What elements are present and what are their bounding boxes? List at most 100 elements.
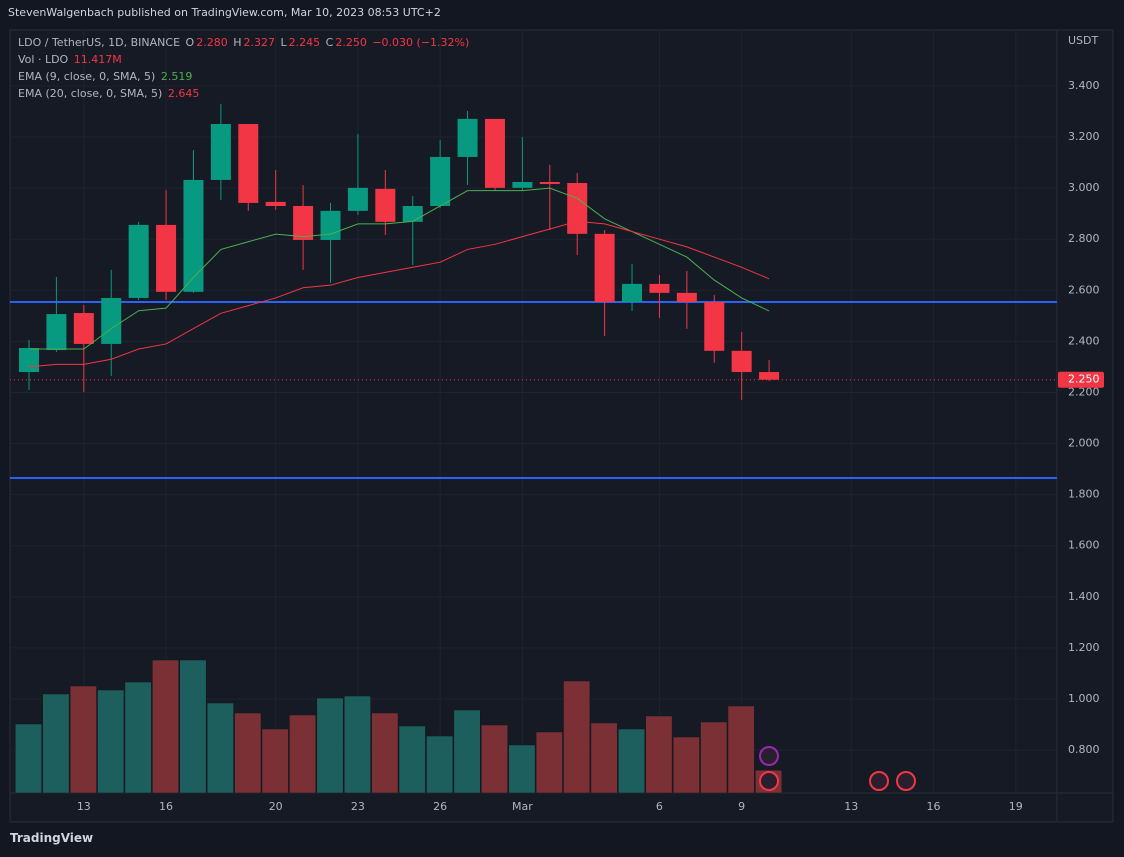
volume-bar	[206, 702, 234, 794]
y-tick-label: 1.000	[1068, 692, 1100, 705]
candle-body	[183, 179, 204, 292]
volume-bar	[700, 721, 728, 794]
l-value: 2.245	[288, 36, 321, 49]
y-tick-label: 2.200	[1068, 385, 1100, 398]
candle-body	[539, 181, 560, 185]
volume-name: Vol · LDO	[18, 53, 69, 66]
candle-body	[238, 124, 259, 203]
change: −0.030 (−1.32%)	[372, 36, 470, 49]
x-tick-label: 20	[269, 800, 283, 813]
volume-bar	[289, 714, 317, 794]
volume-bar	[727, 705, 755, 794]
ema20-value: 2.645	[167, 87, 200, 100]
candle-body	[101, 297, 122, 344]
o-value: 2.280	[196, 36, 228, 49]
candle-body	[402, 205, 423, 222]
candle-body	[347, 187, 368, 211]
volume-bar	[426, 735, 454, 794]
volume-bar	[398, 725, 426, 794]
volume-bar	[535, 731, 563, 794]
candle-body	[759, 372, 780, 380]
candle-body	[676, 292, 697, 303]
event-icon	[759, 771, 779, 791]
candle-body	[622, 283, 643, 303]
x-tick-label: 16	[159, 800, 173, 813]
x-tick-label: 6	[656, 800, 663, 813]
candle-body	[649, 283, 670, 293]
y-tick-label: 3.400	[1068, 79, 1100, 92]
volume-bar	[179, 659, 207, 794]
x-tick-label: 13	[77, 800, 91, 813]
volume-bar	[234, 712, 262, 794]
volume-bar	[343, 695, 371, 794]
y-tick-label: 1.200	[1068, 641, 1100, 654]
h-value: 2.327	[243, 36, 276, 49]
candle-body	[128, 224, 149, 298]
volume-bar	[672, 736, 700, 794]
y-tick-label: 2.800	[1068, 232, 1100, 245]
volume-bar	[15, 723, 42, 794]
y-tick-label: 1.600	[1068, 539, 1100, 552]
last-price-tag	[1058, 371, 1104, 388]
legend-ema9: EMA (9, close, 0, SMA, 5) 2.519	[18, 70, 194, 83]
legend-ema20: EMA (20, close, 0, SMA, 5) 2.645	[18, 87, 201, 100]
event-icon	[869, 771, 889, 791]
volume-bar	[590, 722, 618, 794]
legend-ohlc: LDO / TetherUS, 1D, BINANCE O 2.280 H 2.32…	[18, 36, 471, 49]
candle-body	[430, 156, 451, 206]
candle-body	[265, 201, 286, 206]
currency: USDT	[1068, 34, 1099, 47]
candle-body	[594, 233, 615, 303]
y-tick-label: 3.000	[1068, 181, 1100, 194]
candle-body	[375, 188, 396, 222]
y-tick-label: 2.600	[1068, 283, 1100, 296]
volume-bar	[124, 681, 152, 794]
volume-bar	[316, 697, 344, 794]
ema-line	[28, 220, 770, 368]
volume-bar	[152, 659, 180, 794]
c-value: 2.250	[335, 36, 367, 49]
x-tick-label: 19	[1009, 800, 1023, 813]
volume-bar	[42, 693, 70, 794]
last-price-label: 2.250	[1068, 373, 1100, 386]
y-tick-label: 3.200	[1068, 130, 1100, 143]
publisher-line: StevenWalgenbach published on TradingVie…	[8, 6, 441, 19]
ema20-name: EMA (20, close, 0, SMA, 5)	[18, 87, 163, 100]
y-tick-label: 0.800	[1068, 743, 1100, 756]
h-key: H	[233, 36, 242, 49]
x-tick-label: 26	[433, 800, 447, 813]
y-tick-label: 2.000	[1068, 437, 1100, 450]
candle-body	[731, 350, 752, 373]
legend-volume: Vol · LDO 11.417M	[18, 53, 124, 66]
volume-bar	[508, 744, 536, 794]
candle-body	[156, 224, 177, 292]
candle-body	[73, 313, 94, 344]
brand: TradingView	[10, 831, 94, 845]
candle-body	[512, 181, 533, 188]
candle-body	[46, 314, 67, 351]
candle-body	[567, 183, 588, 234]
c-key: C	[325, 36, 334, 49]
candle-body	[293, 205, 314, 240]
l-key: L	[280, 36, 287, 49]
candle-body	[457, 118, 478, 157]
volume-bar	[618, 728, 645, 794]
candle-body	[484, 118, 505, 188]
volume-bar	[97, 689, 125, 794]
candle-body	[320, 210, 341, 240]
y-tick-label: 1.400	[1068, 590, 1100, 603]
ema9-value: 2.519	[160, 70, 193, 83]
symbol: LDO / TetherUS, 1D, BINANCE	[18, 36, 181, 49]
volume-bar	[481, 724, 508, 794]
x-tick-label: 9	[738, 800, 745, 813]
volume-bar	[69, 685, 97, 794]
event-icon	[896, 771, 916, 791]
volume-bar	[261, 728, 289, 794]
candle-body	[19, 348, 40, 373]
x-tick-label: 23	[351, 800, 365, 813]
x-tick-label: 13	[844, 800, 858, 813]
ema-line	[29, 187, 770, 350]
y-tick-label: 1.800	[1068, 488, 1100, 501]
